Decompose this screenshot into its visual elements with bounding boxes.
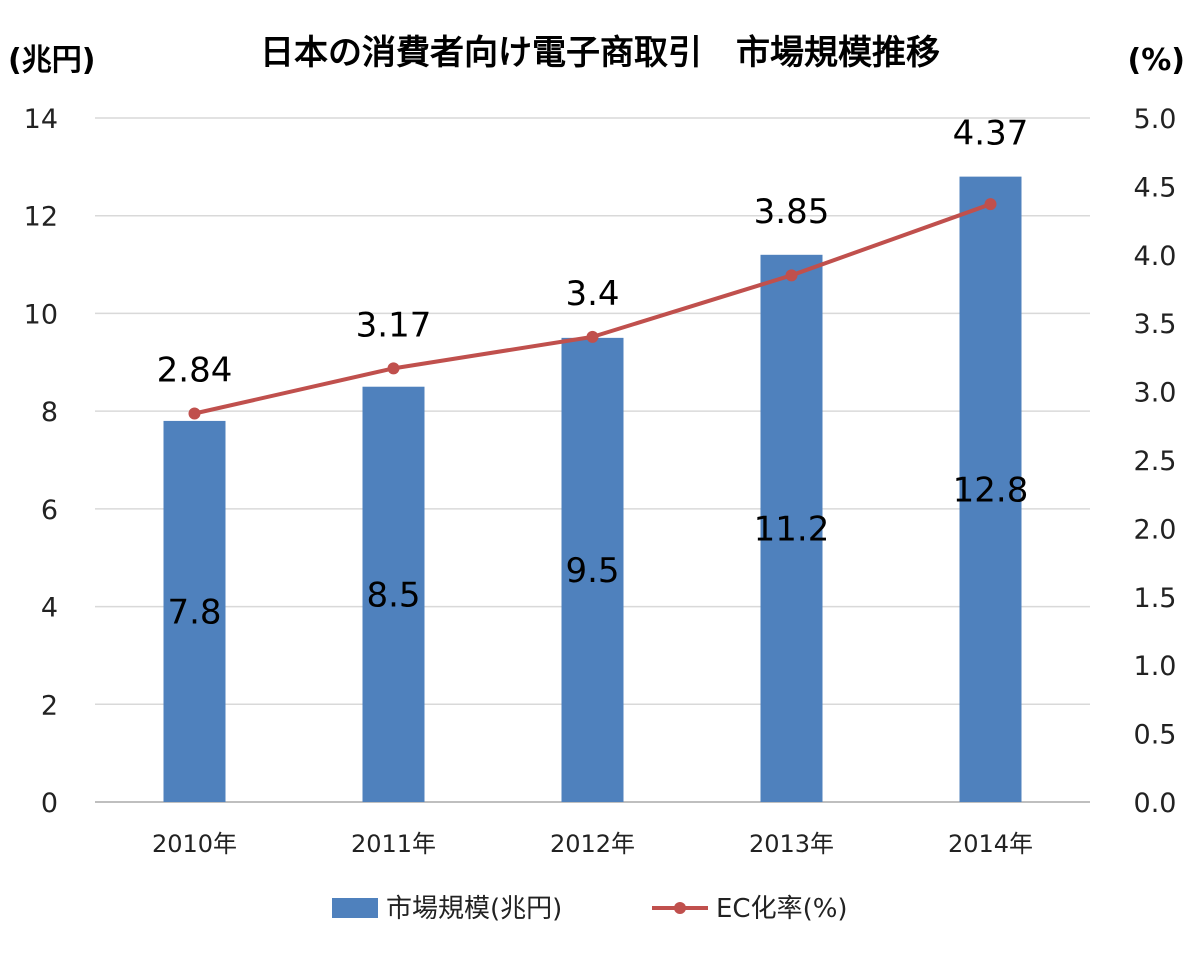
right-tick-label: 0.5 — [1134, 720, 1177, 751]
bar — [362, 386, 425, 802]
left-tick-label: 0 — [41, 788, 58, 819]
left-tick-label: 8 — [41, 397, 58, 428]
line-point — [387, 362, 400, 375]
left-tick-label: 10 — [24, 299, 58, 330]
bar-value-label: 11.2 — [754, 509, 830, 549]
x-tick-label: 2013年 — [749, 830, 834, 858]
right-tick-label: 1.5 — [1134, 583, 1177, 614]
left-tick-label: 6 — [41, 495, 58, 526]
legend-line-marker — [674, 902, 686, 914]
left-tick-label: 2 — [41, 690, 58, 721]
line-point — [984, 198, 997, 211]
x-tick-label: 2011年 — [351, 830, 436, 858]
left-tick-label: 14 — [24, 104, 58, 135]
line-value-label: 3.85 — [754, 192, 830, 232]
legend-bar-label: 市場規模(兆円) — [386, 894, 562, 924]
x-tick-label: 2012年 — [550, 830, 635, 858]
legend: 市場規模(兆円) EC化率(%) — [332, 894, 848, 924]
x-axis-ticks: 2010年 2011年 2012年 2013年 2014年 — [152, 830, 1033, 858]
bar-data-labels: 7.8 8.5 9.5 11.2 12.8 — [167, 470, 1028, 632]
bar-value-label: 7.8 — [167, 592, 221, 632]
right-tick-label: 4.5 — [1134, 172, 1177, 203]
right-tick-label: 2.5 — [1134, 446, 1177, 477]
left-tick-label: 12 — [24, 202, 58, 233]
right-tick-label: 5.0 — [1134, 104, 1177, 135]
line-value-label: 3.4 — [565, 274, 619, 314]
bar-series — [163, 176, 1022, 803]
line-value-label: 3.17 — [356, 305, 432, 345]
bar-value-label: 8.5 — [366, 575, 420, 615]
legend-line-label: EC化率(%) — [716, 894, 848, 924]
line-series — [188, 198, 997, 420]
line-point — [586, 330, 599, 343]
bar-value-label: 12.8 — [953, 470, 1029, 510]
legend-bar-swatch — [332, 898, 378, 918]
right-tick-label: 0.0 — [1134, 788, 1177, 819]
bar — [561, 337, 624, 802]
line-value-label: 2.84 — [157, 350, 233, 390]
line-data-labels: 2.84 3.17 3.4 3.85 4.37 — [157, 114, 1029, 391]
line-point — [188, 407, 201, 420]
x-tick-label: 2010年 — [152, 830, 237, 858]
bar-value-label: 9.5 — [565, 551, 619, 591]
line-value-label: 4.37 — [953, 114, 1029, 154]
right-tick-label: 3.0 — [1134, 378, 1177, 409]
left-tick-label: 4 — [41, 593, 58, 624]
chart-title: 日本の消費者向け電子商取引 市場規模推移 — [260, 33, 940, 73]
right-tick-label: 3.5 — [1134, 309, 1177, 340]
right-tick-label: 1.0 — [1134, 651, 1177, 682]
x-tick-label: 2014年 — [948, 830, 1033, 858]
bar — [959, 176, 1022, 803]
right-tick-label: 2.0 — [1134, 514, 1177, 545]
line-point — [785, 269, 798, 282]
left-axis-ticks: 0 2 4 6 8 10 12 14 — [24, 104, 58, 819]
left-axis-unit: (兆円) — [8, 43, 95, 78]
right-axis-unit: (%) — [1128, 43, 1185, 78]
bar — [760, 254, 823, 803]
right-tick-label: 4.0 — [1134, 241, 1177, 272]
bar — [163, 420, 226, 802]
right-axis-ticks: 0.0 0.5 1.0 1.5 2.0 2.5 3.0 3.5 4.0 4.5 5.0 — [1134, 104, 1177, 819]
